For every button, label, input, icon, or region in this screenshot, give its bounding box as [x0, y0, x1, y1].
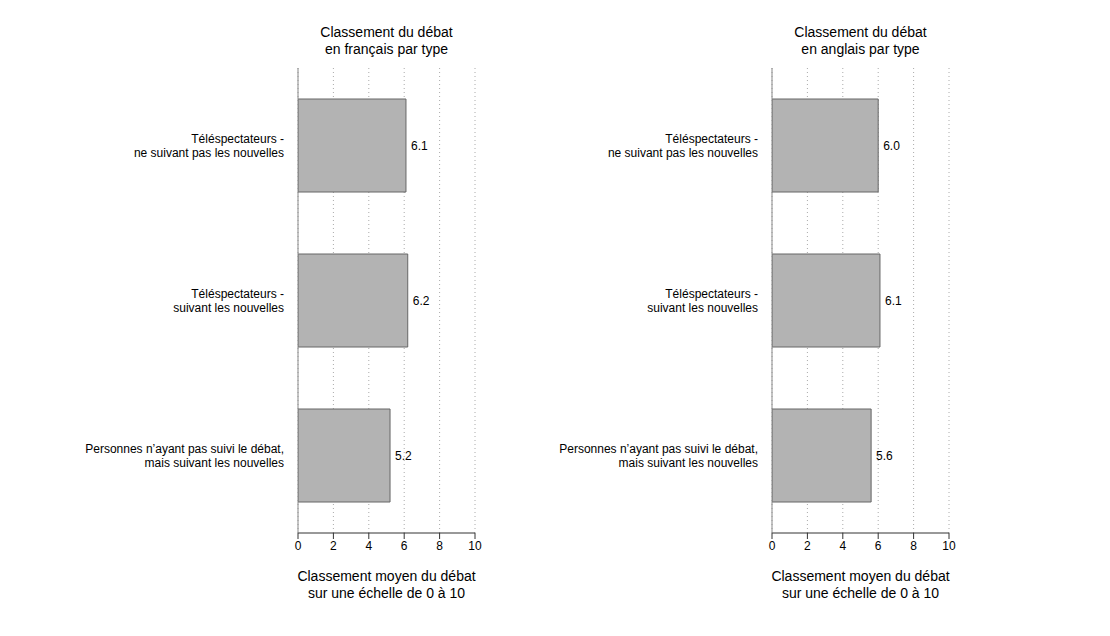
svg-text:4: 4 — [839, 539, 846, 553]
svg-text:Téléspectateurs -suivant les n: Téléspectateurs -suivant les nouvelles — [647, 287, 758, 315]
html-text:en anglais par type: en anglais par type — [801, 41, 920, 57]
svg-text:6.1: 6.1 — [885, 294, 902, 308]
svg-text:6.2: 6.2 — [413, 294, 430, 308]
svg-text:4: 4 — [365, 539, 372, 553]
html-text:en français par type: en français par type — [325, 41, 448, 57]
svg-text:10: 10 — [942, 539, 956, 553]
svg-text:Téléspectateurs -ne suivant pa: Téléspectateurs -ne suivant pas les nouv… — [608, 132, 758, 160]
svg-text:0: 0 — [769, 539, 776, 553]
svg-text:6.1: 6.1 — [411, 139, 428, 153]
svg-text:Téléspectateurs -ne suivant pa: Téléspectateurs -ne suivant pas les nouv… — [134, 132, 284, 160]
svg-text:8: 8 — [910, 539, 917, 553]
svg-text:2: 2 — [330, 539, 337, 553]
svg-text:5.2: 5.2 — [395, 449, 412, 463]
svg-text:10: 10 — [468, 539, 482, 553]
svg-text:Personnes n’ayant pas suivi le: Personnes n’ayant pas suivi le débat,mai… — [559, 442, 758, 470]
html-text:sur une échelle de 0 à 10: sur une échelle de 0 à 10 — [781, 585, 940, 601]
html-text:Classement moyen du débat: Classement moyen du débat — [771, 568, 950, 584]
html-text:Classement du débat: Classement du débat — [794, 24, 927, 40]
html-text:sur une échelle de 0 à 10: sur une échelle de 0 à 10 — [307, 585, 466, 601]
html-text:Classement moyen du débat: Classement moyen du débat — [297, 568, 476, 584]
svg-text:6.0: 6.0 — [883, 139, 900, 153]
html-text:Classement du débat: Classement du débat — [320, 24, 453, 40]
svg-text:6: 6 — [875, 539, 882, 553]
svg-text:2: 2 — [804, 539, 811, 553]
svg-text:Téléspectateurs -suivant les n: Téléspectateurs -suivant les nouvelles — [173, 287, 284, 315]
svg-text:Personnes n’ayant pas suivi le: Personnes n’ayant pas suivi le débat,mai… — [85, 442, 284, 470]
svg-text:8: 8 — [436, 539, 443, 553]
svg-text:0: 0 — [295, 539, 302, 553]
svg-text:5.6: 5.6 — [876, 449, 893, 463]
svg-text:6: 6 — [401, 539, 408, 553]
